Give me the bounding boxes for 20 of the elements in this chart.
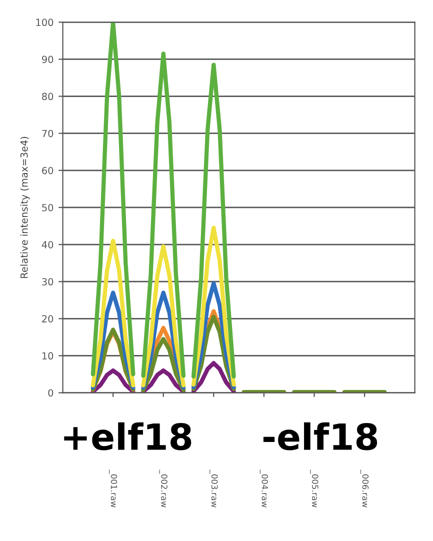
y-tick-label: 20 <box>42 315 54 322</box>
y-tick-label: 60 <box>42 166 54 174</box>
x-tick-label: _001.raw <box>109 470 118 508</box>
y-tick-label: 30 <box>42 278 54 286</box>
x-tick-label: _002.raw <box>159 470 168 508</box>
y-tick-label: 80 <box>42 92 54 100</box>
y-axis-title: Relative intensity (max=3e4) <box>20 136 30 278</box>
y-tick-label: 10 <box>42 352 54 360</box>
y-tick-label: 0 <box>48 389 54 397</box>
y-tick-label: 40 <box>42 241 54 248</box>
x-tick-label: _003.raw <box>210 470 218 508</box>
y-tick-label: 50 <box>42 204 54 212</box>
x-tick-label: _004.raw <box>260 470 268 508</box>
x-tick-label: _006.raw <box>360 470 369 508</box>
text: +elf18 <box>64 422 192 450</box>
y-tick-label: 70 <box>42 130 54 138</box>
y-tick-label: 90 <box>42 56 54 64</box>
text: -elf18 <box>263 422 378 450</box>
x-tick-label: _005.raw <box>310 470 318 508</box>
y-tick-label: 100 <box>36 18 54 26</box>
